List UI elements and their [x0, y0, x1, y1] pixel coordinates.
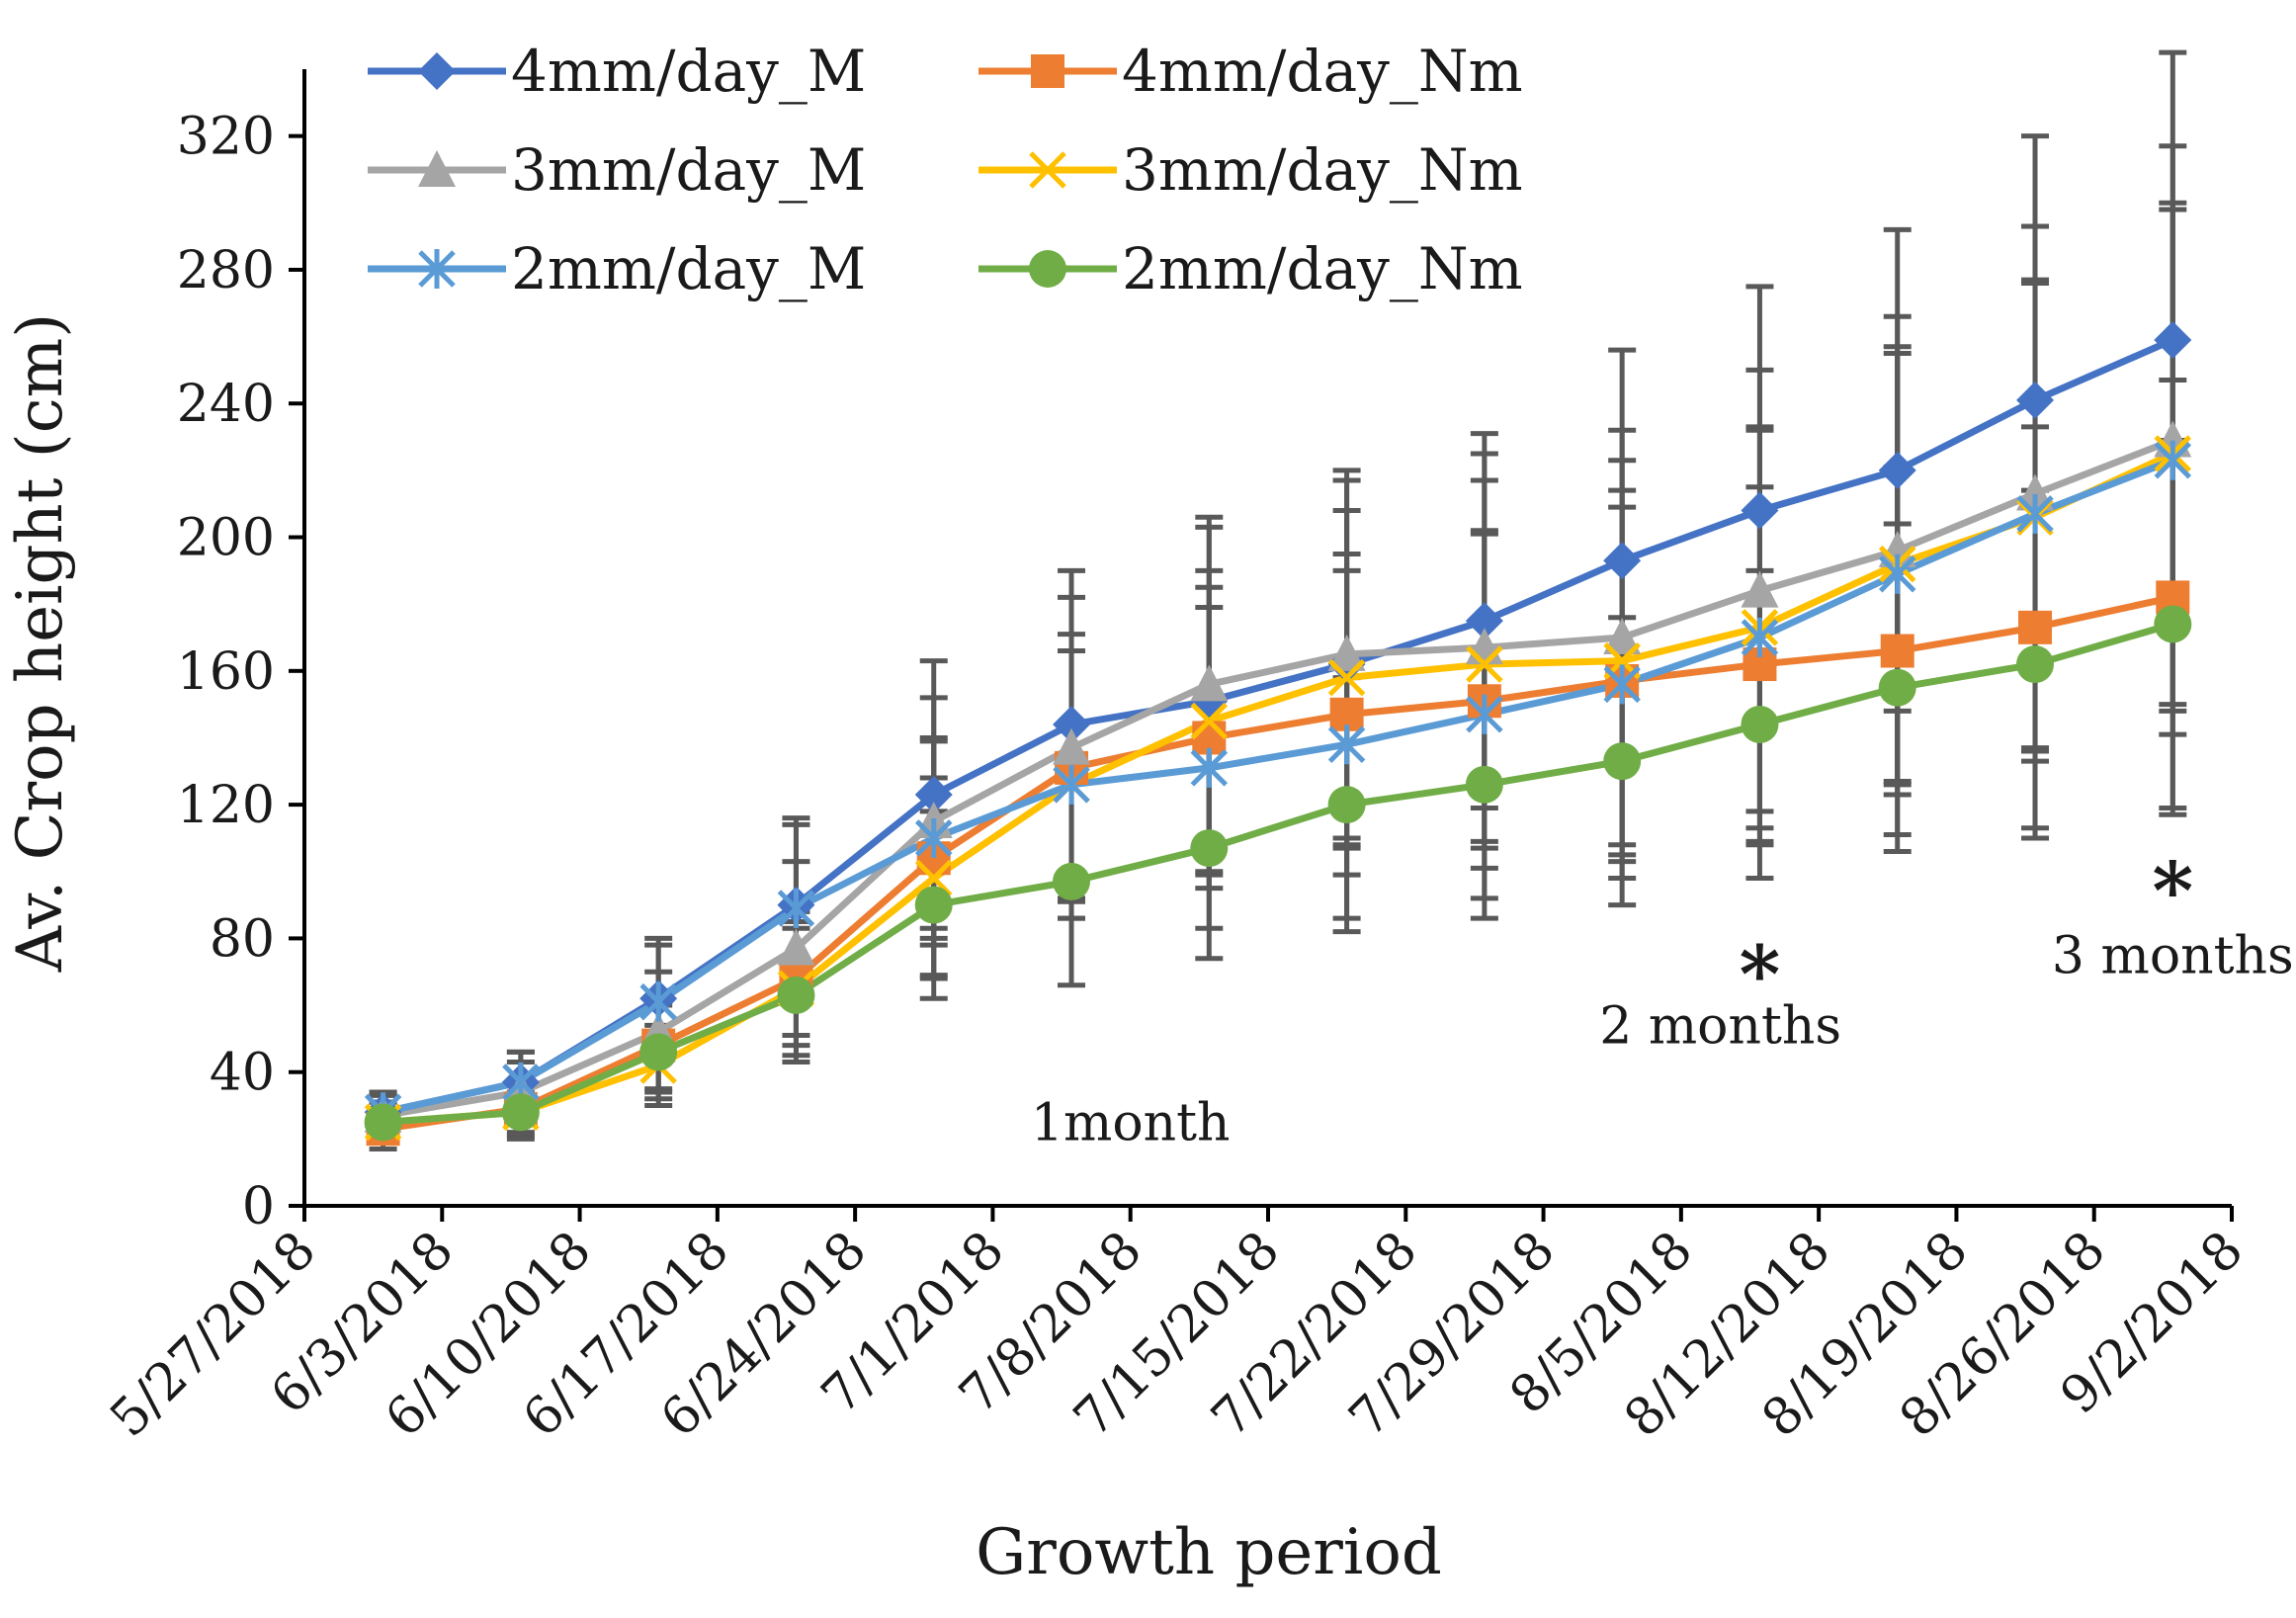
y-tick-label: 280	[177, 241, 275, 300]
data-point	[501, 1093, 540, 1132]
data-point	[1878, 531, 1916, 568]
data-point	[1053, 862, 1091, 900]
data-point	[1190, 747, 1229, 788]
data-point	[2154, 320, 2192, 359]
data-point	[1741, 570, 1779, 608]
data-point	[1878, 554, 1916, 594]
data-point	[2016, 645, 2055, 684]
data-point	[1878, 668, 1916, 707]
data-point	[1327, 658, 1366, 697]
error-bars	[369, 49, 2187, 1151]
legend-label: 4mm/day_M	[511, 38, 866, 105]
data-point	[1603, 664, 1641, 705]
data-point	[1053, 705, 1091, 743]
series-line	[383, 621, 2174, 1126]
period-annotation: 3 months	[2052, 926, 2294, 985]
y-tick-label: 0	[242, 1177, 275, 1236]
data-point	[1603, 618, 1642, 654]
data-point	[639, 1033, 678, 1071]
data-point	[1878, 451, 1916, 489]
legend-label: 2mm/day_Nm	[1122, 235, 1523, 302]
data-point	[1465, 765, 1503, 804]
series-line	[382, 457, 2174, 1116]
data-point	[1053, 764, 1090, 805]
period-annotation: 2 months	[1599, 996, 1841, 1056]
significance-star: *	[1740, 928, 1781, 1021]
series-line	[383, 593, 2174, 1133]
data-point	[1327, 786, 1366, 824]
data-point	[914, 886, 953, 924]
data-point	[1327, 724, 1366, 765]
significance-star: *	[2152, 844, 2193, 937]
y-tick-label: 40	[210, 1044, 275, 1103]
series-lines	[382, 336, 2174, 1133]
data-point	[1465, 602, 1503, 640]
data-point	[777, 976, 815, 1014]
data-point	[2154, 605, 2192, 643]
period-annotation: 1month	[1031, 1093, 1231, 1152]
legend-marker	[1029, 151, 1066, 189]
data-point	[1466, 645, 1503, 683]
data-point	[777, 888, 815, 928]
legend: 4mm/day_M 4mm/day_Nm 3mm/day_M 3mm/day_Nm 2m…	[368, 38, 1523, 302]
legend-marker	[1029, 250, 1066, 288]
series-markers	[364, 320, 2192, 1147]
data-point	[1190, 664, 1229, 702]
data-point	[914, 817, 953, 858]
legend-marker	[418, 150, 456, 187]
legend-marker	[418, 52, 456, 90]
y-tick-label: 320	[177, 108, 275, 167]
series-line	[383, 437, 2174, 1120]
data-point	[1053, 727, 1091, 765]
data-point	[1327, 634, 1366, 671]
legend-label: 4mm/day_Nm	[1122, 38, 1523, 105]
y-tick-label: 120	[177, 776, 275, 835]
y-tick-label: 80	[210, 909, 275, 969]
legend-label: 2mm/day_M	[511, 235, 866, 302]
legend-label: 3mm/day_M	[511, 136, 866, 204]
data-point	[1190, 829, 1229, 868]
y-axis-ticks: 0 40 80 120 160 200 240 280 320	[177, 108, 304, 1236]
data-point	[1880, 634, 1914, 668]
data-point	[1603, 542, 1642, 580]
data-point	[639, 981, 677, 1022]
data-point	[2018, 610, 2053, 644]
data-point	[1741, 618, 1779, 657]
data-point	[777, 928, 815, 966]
y-tick-label: 160	[177, 642, 275, 702]
data-point	[1741, 491, 1779, 530]
legend-label: 3mm/day_Nm	[1122, 136, 1523, 204]
x-axis-ticks: 5/27/20186/3/20186/10/20186/17/20186/24/…	[99, 1206, 2254, 1449]
data-point	[2016, 493, 2054, 534]
data-point	[364, 1103, 402, 1142]
data-point	[2154, 440, 2192, 480]
data-point	[1190, 702, 1229, 740]
series-line	[383, 450, 2174, 1126]
data-point	[1466, 694, 1503, 734]
data-point	[2016, 381, 2055, 419]
legend-marker	[418, 249, 456, 289]
data-point	[1741, 705, 1779, 743]
data-point	[914, 859, 953, 897]
data-point	[1603, 742, 1642, 781]
y-tick-label: 200	[177, 509, 275, 568]
x-axis-title: Growth period	[976, 1516, 1442, 1589]
legend-marker	[1031, 54, 1064, 88]
y-tick-label: 240	[177, 375, 275, 434]
y-axis-title: Av. Crop height (cm)	[4, 313, 77, 974]
data-point	[914, 775, 953, 813]
